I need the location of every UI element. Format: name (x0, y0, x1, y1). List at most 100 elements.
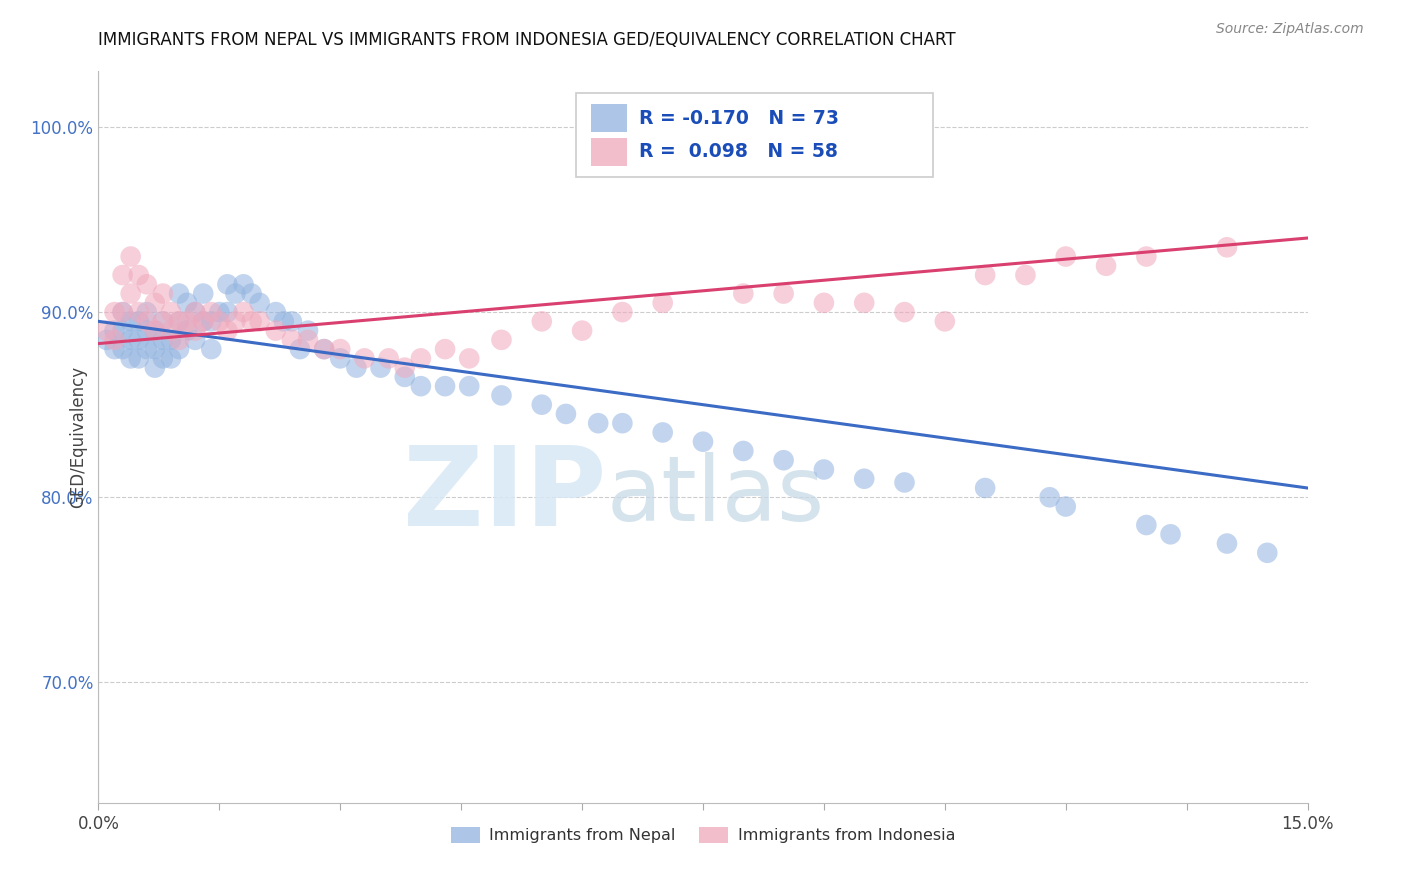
Point (193, 314, 215, 328)
Point (200, 305, 222, 319)
Point (264, 305, 287, 319)
Point (128, 305, 150, 319)
Bar (591, 138, 627, 166)
Point (184, 305, 207, 319)
Point (772, 286, 794, 301)
Point (184, 324, 207, 338)
Point (240, 314, 263, 328)
Point (1039, 490, 1062, 504)
Point (193, 314, 215, 328)
Point (1054, 250, 1077, 264)
Point (458, 351, 481, 366)
Point (111, 305, 134, 319)
Point (813, 462, 835, 476)
Point (344, 360, 367, 375)
Point (120, 314, 142, 328)
Point (934, 314, 956, 328)
Point (232, 305, 254, 319)
Point (612, 416, 634, 430)
Legend: Immigrants from Nepal, Immigrants from Indonesia: Immigrants from Nepal, Immigrants from I… (444, 821, 962, 850)
Text: R = -0.170   N = 73: R = -0.170 N = 73 (638, 109, 839, 128)
Point (409, 351, 432, 366)
Point (135, 324, 157, 338)
Point (394, 370, 416, 384)
Point (96, 333, 118, 347)
Point (167, 286, 190, 301)
Point (152, 333, 174, 347)
Point (586, 416, 609, 430)
Point (160, 333, 183, 347)
Point (893, 305, 915, 319)
Point (530, 398, 553, 412)
Point (103, 324, 125, 338)
Point (314, 342, 336, 356)
Point (143, 360, 166, 375)
Point (224, 286, 246, 301)
Point (273, 314, 295, 328)
Point (409, 379, 432, 393)
Point (974, 268, 997, 282)
Point (281, 314, 304, 328)
Point (329, 351, 352, 366)
Point (152, 314, 174, 328)
Point (491, 333, 513, 347)
Point (434, 342, 457, 356)
Point (128, 333, 150, 347)
Point (200, 314, 222, 328)
Point (1014, 268, 1036, 282)
Point (128, 268, 150, 282)
Point (200, 342, 222, 356)
Point (135, 342, 157, 356)
Point (692, 434, 714, 449)
Point (96, 324, 118, 338)
Point (143, 342, 166, 356)
Point (143, 324, 166, 338)
Point (135, 277, 157, 292)
Point (193, 286, 215, 301)
Point (167, 314, 190, 328)
Point (176, 295, 198, 310)
Point (111, 324, 134, 338)
Point (143, 324, 166, 338)
Text: R =  0.098   N = 58: R = 0.098 N = 58 (638, 143, 838, 161)
Text: ZIP: ZIP (404, 442, 606, 549)
Point (208, 314, 231, 328)
Y-axis label: GED/Equivalency: GED/Equivalency (69, 366, 87, 508)
Point (1054, 500, 1077, 514)
Point (224, 314, 246, 328)
Point (377, 351, 399, 366)
Point (1135, 518, 1157, 533)
Point (111, 268, 134, 282)
Point (288, 342, 311, 356)
Point (103, 305, 125, 319)
Bar (591, 104, 627, 132)
Point (370, 360, 392, 375)
Point (733, 286, 755, 301)
Point (651, 295, 673, 310)
Point (167, 333, 190, 347)
Point (111, 342, 134, 356)
Point (612, 305, 634, 319)
Point (853, 472, 876, 486)
Point (353, 351, 375, 366)
Point (128, 351, 150, 366)
Point (167, 314, 190, 328)
Point (853, 295, 876, 310)
Point (297, 324, 319, 338)
Point (1256, 546, 1278, 560)
Point (813, 295, 835, 310)
Point (240, 286, 263, 301)
Point (264, 324, 287, 338)
Point (329, 342, 352, 356)
Point (103, 333, 125, 347)
Point (555, 407, 578, 421)
Point (184, 333, 207, 347)
Point (733, 444, 755, 458)
Point (184, 305, 207, 319)
Point (208, 305, 231, 319)
FancyBboxPatch shape (576, 94, 932, 178)
Point (160, 324, 183, 338)
Point (281, 333, 304, 347)
Point (1216, 536, 1239, 550)
Text: atlas: atlas (606, 451, 824, 540)
